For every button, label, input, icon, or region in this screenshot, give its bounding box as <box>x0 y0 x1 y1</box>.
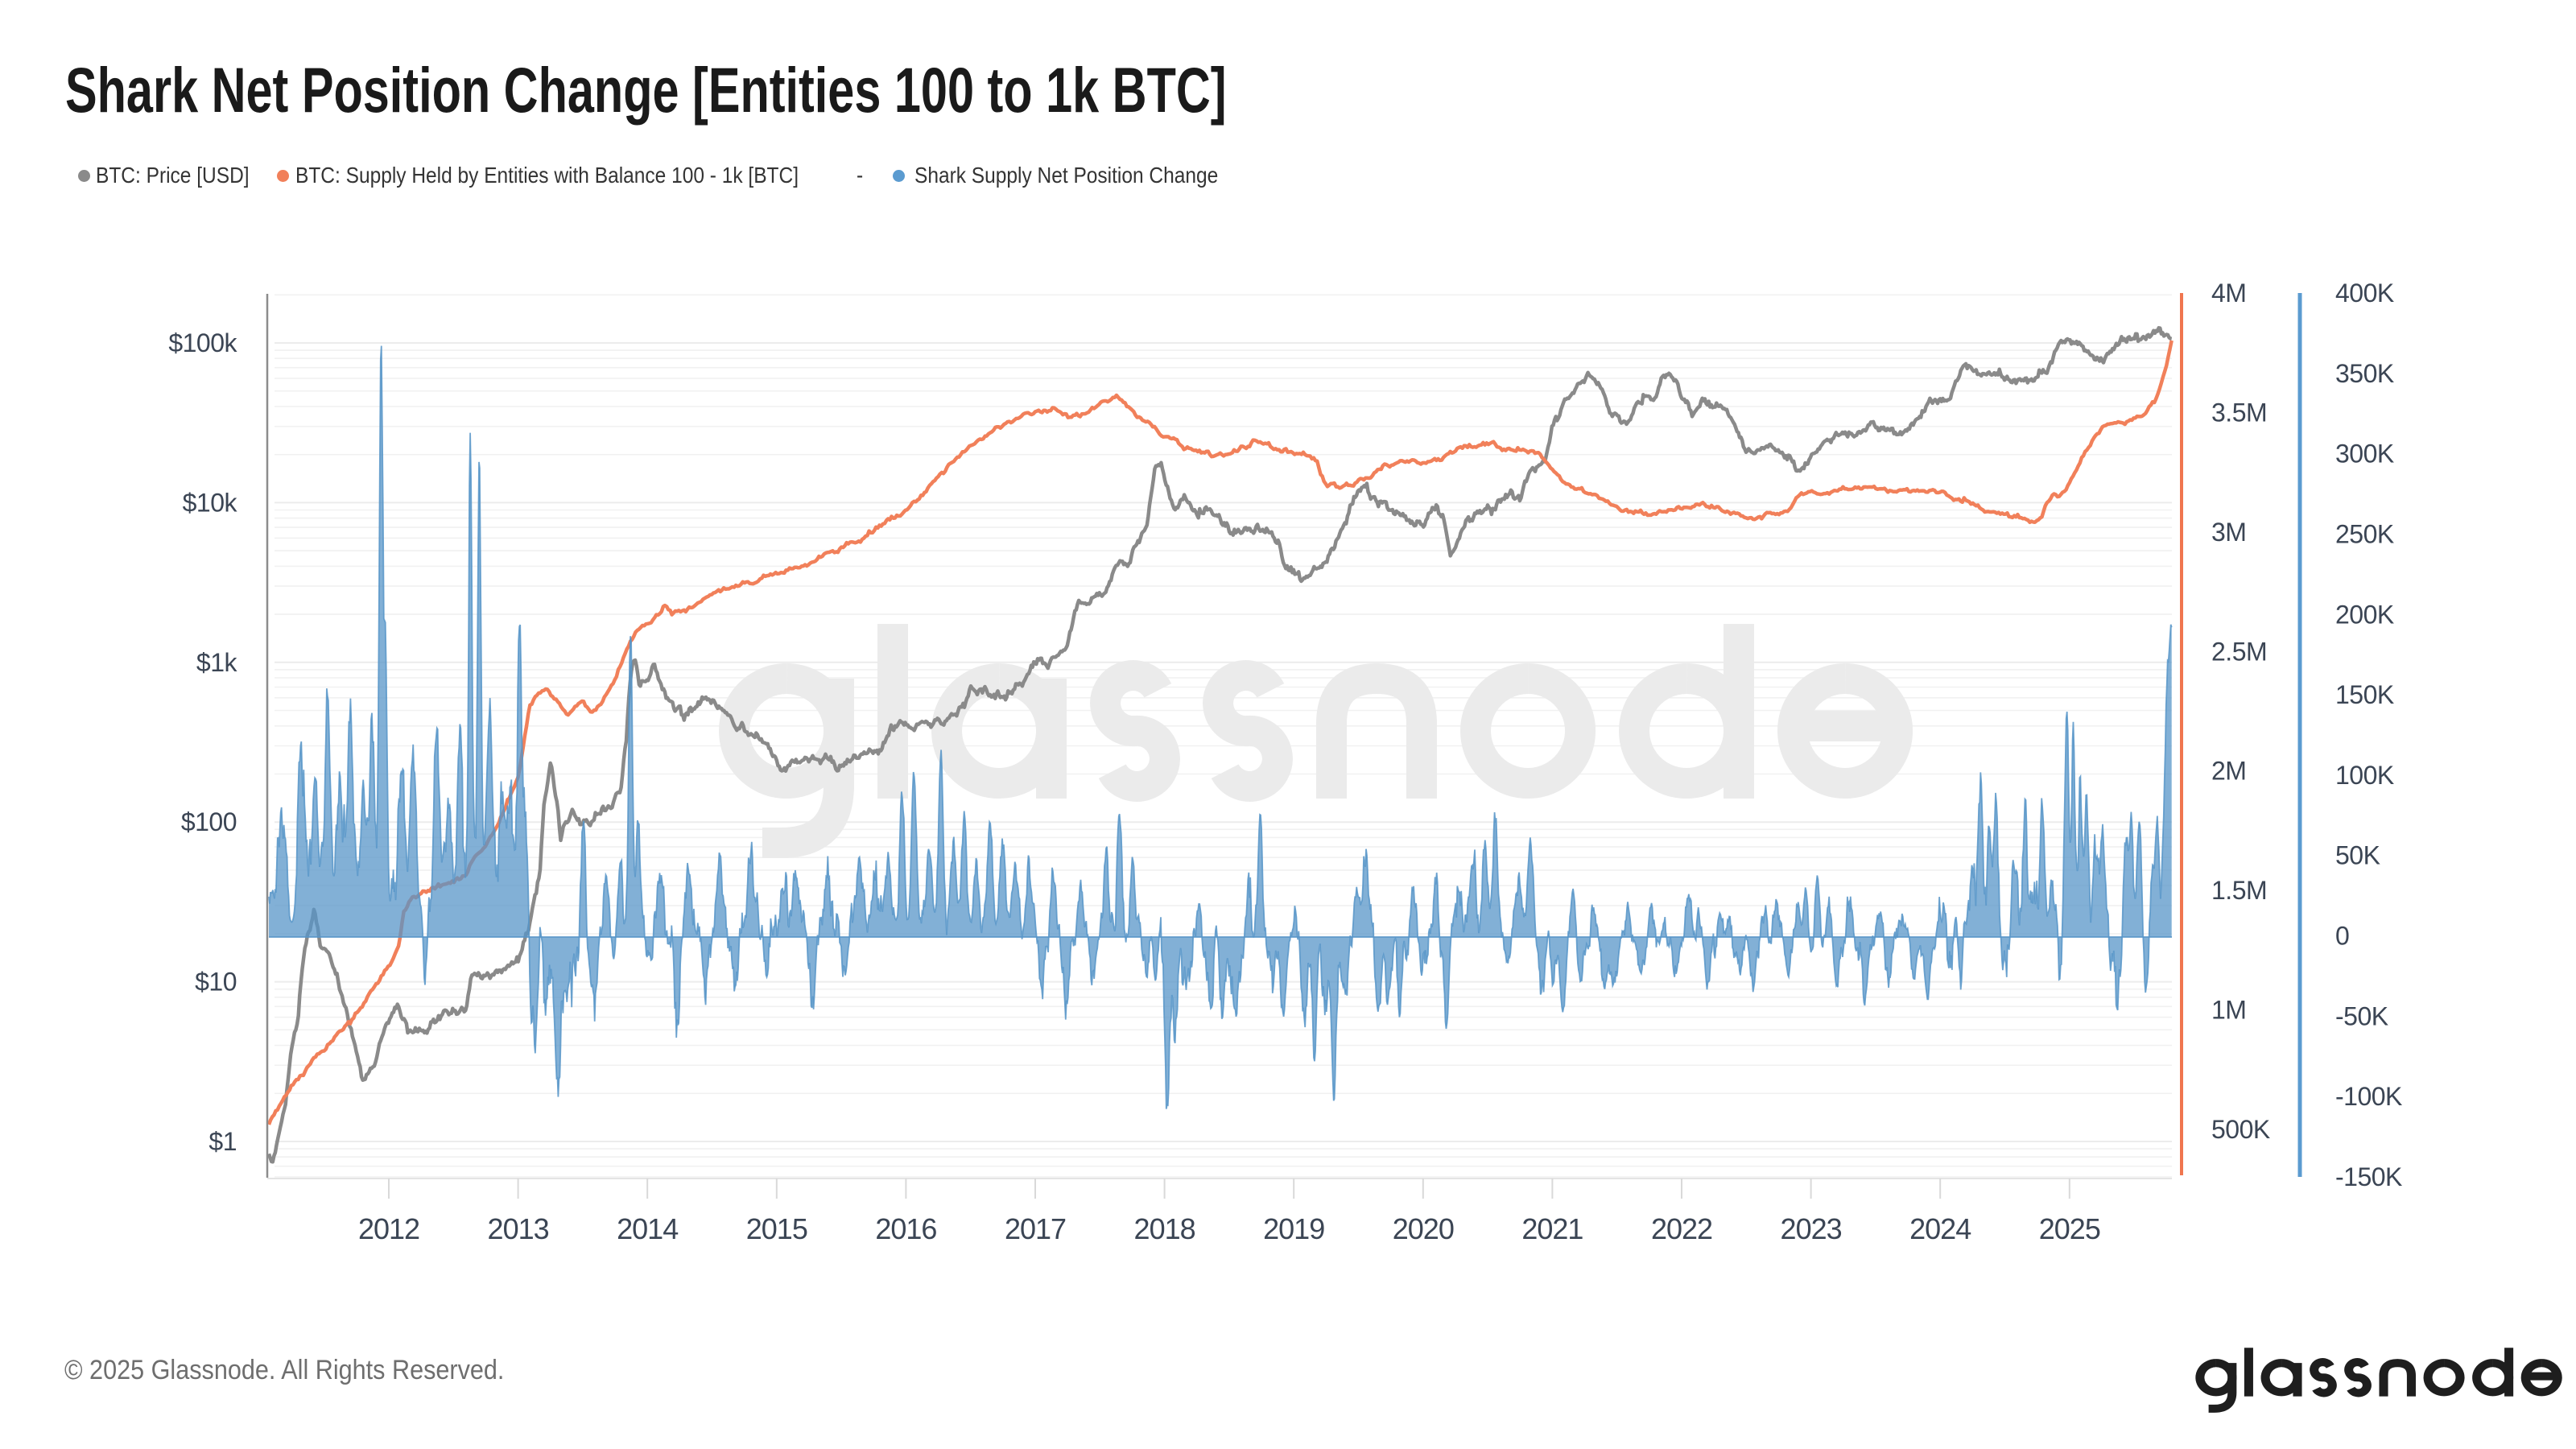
svg-text:3.5M: 3.5M <box>2211 398 2267 427</box>
svg-text:$10: $10 <box>195 968 237 997</box>
svg-text:400K: 400K <box>2335 279 2394 308</box>
svg-text:3M: 3M <box>2211 518 2246 547</box>
svg-text:2020: 2020 <box>1393 1212 1454 1245</box>
svg-text:$100: $100 <box>181 807 237 836</box>
svg-text:-150K: -150K <box>2335 1162 2402 1191</box>
svg-text:-100K: -100K <box>2335 1082 2402 1111</box>
svg-text:0: 0 <box>2335 922 2349 951</box>
svg-text:2016: 2016 <box>875 1212 936 1245</box>
svg-text:2012: 2012 <box>358 1212 419 1245</box>
svg-text:100K: 100K <box>2335 761 2394 790</box>
svg-text:2024: 2024 <box>1909 1212 1971 1245</box>
svg-text:250K: 250K <box>2335 520 2394 549</box>
svg-text:$1k: $1k <box>196 648 238 677</box>
svg-text:2022: 2022 <box>1651 1212 1712 1245</box>
svg-text:2M: 2M <box>2211 757 2246 786</box>
svg-text:2013: 2013 <box>488 1212 549 1245</box>
svg-text:-50K: -50K <box>2335 1001 2388 1030</box>
svg-text:$1: $1 <box>208 1127 237 1156</box>
svg-text:150K: 150K <box>2335 680 2394 709</box>
svg-text:300K: 300K <box>2335 440 2394 469</box>
svg-text:2015: 2015 <box>746 1212 807 1245</box>
svg-text:50K: 50K <box>2335 841 2380 870</box>
svg-text:$100k: $100k <box>168 328 237 357</box>
svg-text:350K: 350K <box>2335 359 2394 388</box>
svg-text:$10k: $10k <box>183 488 238 517</box>
svg-text:2014: 2014 <box>617 1212 678 1245</box>
svg-text:500K: 500K <box>2211 1115 2270 1144</box>
svg-text:2025: 2025 <box>2039 1212 2100 1245</box>
svg-text:2023: 2023 <box>1781 1212 1842 1245</box>
svg-text:2019: 2019 <box>1263 1212 1324 1245</box>
svg-text:1M: 1M <box>2211 996 2246 1025</box>
svg-text:2021: 2021 <box>1521 1212 1583 1245</box>
svg-text:2018: 2018 <box>1134 1212 1195 1245</box>
svg-text:1.5M: 1.5M <box>2211 876 2267 905</box>
svg-text:4M: 4M <box>2211 279 2246 308</box>
svg-text:200K: 200K <box>2335 600 2394 629</box>
svg-text:2017: 2017 <box>1005 1212 1066 1245</box>
svg-text:2.5M: 2.5M <box>2211 637 2267 666</box>
